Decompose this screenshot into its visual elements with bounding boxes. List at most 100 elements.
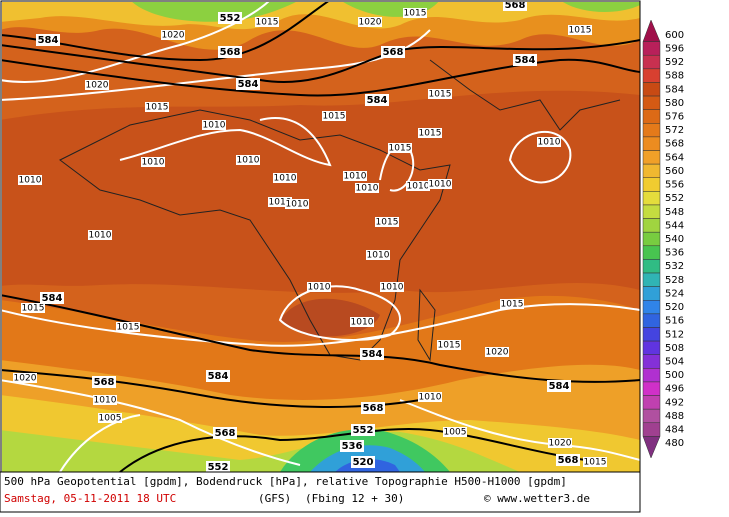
label-box <box>273 173 297 183</box>
legend-swatch <box>642 422 661 437</box>
legend-label: 488 <box>665 411 684 422</box>
label-box <box>213 427 237 439</box>
pressure-label: 1015 <box>419 129 442 139</box>
label-box <box>351 456 375 468</box>
label-box <box>18 175 42 185</box>
legend-swatch <box>642 82 661 97</box>
legend-label: 600 <box>665 30 684 41</box>
legend-label: 576 <box>665 111 684 122</box>
pressure-label: 1005 <box>444 428 467 438</box>
label-box <box>98 413 122 423</box>
legend-swatch <box>642 368 661 383</box>
legend-swatch <box>642 340 661 355</box>
label-box <box>206 461 230 472</box>
label-box <box>40 292 64 304</box>
legend-swatch <box>642 408 661 424</box>
label-box <box>583 457 607 467</box>
geopotential-label: 552 <box>353 425 374 436</box>
legend-label: 560 <box>665 166 684 177</box>
legend-label: 520 <box>665 302 684 313</box>
legend-label: 480 <box>665 438 684 449</box>
geopotential-label: 584 <box>42 293 63 304</box>
legend-label: 564 <box>665 152 684 163</box>
legend-swatch <box>642 95 661 110</box>
caption-title: 500 hPa Geopotential [gpdm], Bodendruck … <box>4 475 567 488</box>
label-box <box>556 454 580 466</box>
legend-label: 552 <box>665 193 684 204</box>
label-box <box>388 143 412 153</box>
legend-swatch <box>642 191 661 206</box>
label-box <box>428 179 452 189</box>
geopotential-label: 520 <box>353 457 374 468</box>
pressure-label: 1015 <box>584 458 607 468</box>
label-box <box>500 299 524 309</box>
pressure-label: 1010 <box>538 138 561 148</box>
geopotential-label: 568 <box>505 0 526 11</box>
legend-label: 516 <box>665 316 684 327</box>
label-box <box>322 111 346 121</box>
legend-label: 504 <box>665 357 684 368</box>
pressure-label: 1010 <box>429 180 452 190</box>
geopotential-label: 552 <box>208 462 229 473</box>
legend-swatch <box>642 204 661 219</box>
legend-label: 556 <box>665 180 684 191</box>
pressure-label: 1010 <box>94 396 117 406</box>
label-box <box>218 46 242 58</box>
label-box <box>307 282 331 292</box>
label-box <box>161 30 185 40</box>
geopotential-label: 536 <box>342 441 363 452</box>
pressure-label: 1010 <box>419 393 442 403</box>
legend-swatch <box>642 300 661 315</box>
geopotential-label: 584 <box>208 371 229 382</box>
pressure-label: 1010 <box>356 184 379 194</box>
legend-label: 484 <box>665 425 684 436</box>
isobars <box>2 2 640 472</box>
legend-swatch <box>642 354 661 369</box>
label-box <box>141 157 165 167</box>
legend-label: 568 <box>665 139 684 150</box>
pressure-label: 1005 <box>99 414 122 424</box>
pressure-label: 1020 <box>486 348 509 358</box>
legend-swatch <box>642 54 661 70</box>
label-box <box>361 402 385 414</box>
pressure-label: 1010 <box>203 121 226 131</box>
label-box <box>116 322 140 332</box>
pressure-label: 1015 <box>22 304 45 314</box>
legend-label: 596 <box>665 43 684 54</box>
legend-swatch <box>642 136 661 151</box>
legend-swatch <box>642 177 661 192</box>
legend-label: 492 <box>665 397 684 408</box>
legend-label: 592 <box>665 57 684 68</box>
pressure-label: 1015 <box>501 300 524 310</box>
legend-label: 508 <box>665 343 684 354</box>
legend-swatch <box>642 313 661 328</box>
label-box <box>350 317 374 327</box>
pressure-label: 1010 <box>407 182 430 192</box>
pressure-label: 1010 <box>19 176 42 186</box>
geopotential-label: 568 <box>363 403 384 414</box>
legend-label: 584 <box>665 84 684 95</box>
pressure-label: 1010 <box>269 198 292 208</box>
geopotential-label: 552 <box>220 13 241 24</box>
caption-model: (GFS) <box>258 492 291 505</box>
label-box <box>380 282 404 292</box>
label-box <box>428 89 452 99</box>
geopotential-label: 568 <box>220 47 241 58</box>
label-box <box>485 347 509 357</box>
pressure-label: 1010 <box>367 251 390 261</box>
label-box <box>443 427 467 437</box>
pressure-label: 1015 <box>429 90 452 100</box>
label-box <box>418 128 442 138</box>
caption-run: (Fbing 12 + 30) <box>305 492 404 505</box>
label-box <box>93 395 117 405</box>
legend-swatch <box>642 381 661 396</box>
label-box <box>437 340 461 350</box>
legend-label: 496 <box>665 384 684 395</box>
label-box <box>548 438 572 448</box>
pressure-label: 1015 <box>438 341 461 351</box>
geopotential-label: 568 <box>558 455 579 466</box>
pressure-label: 1010 <box>351 318 374 328</box>
label-box <box>537 137 561 147</box>
legend-label: 528 <box>665 275 684 286</box>
